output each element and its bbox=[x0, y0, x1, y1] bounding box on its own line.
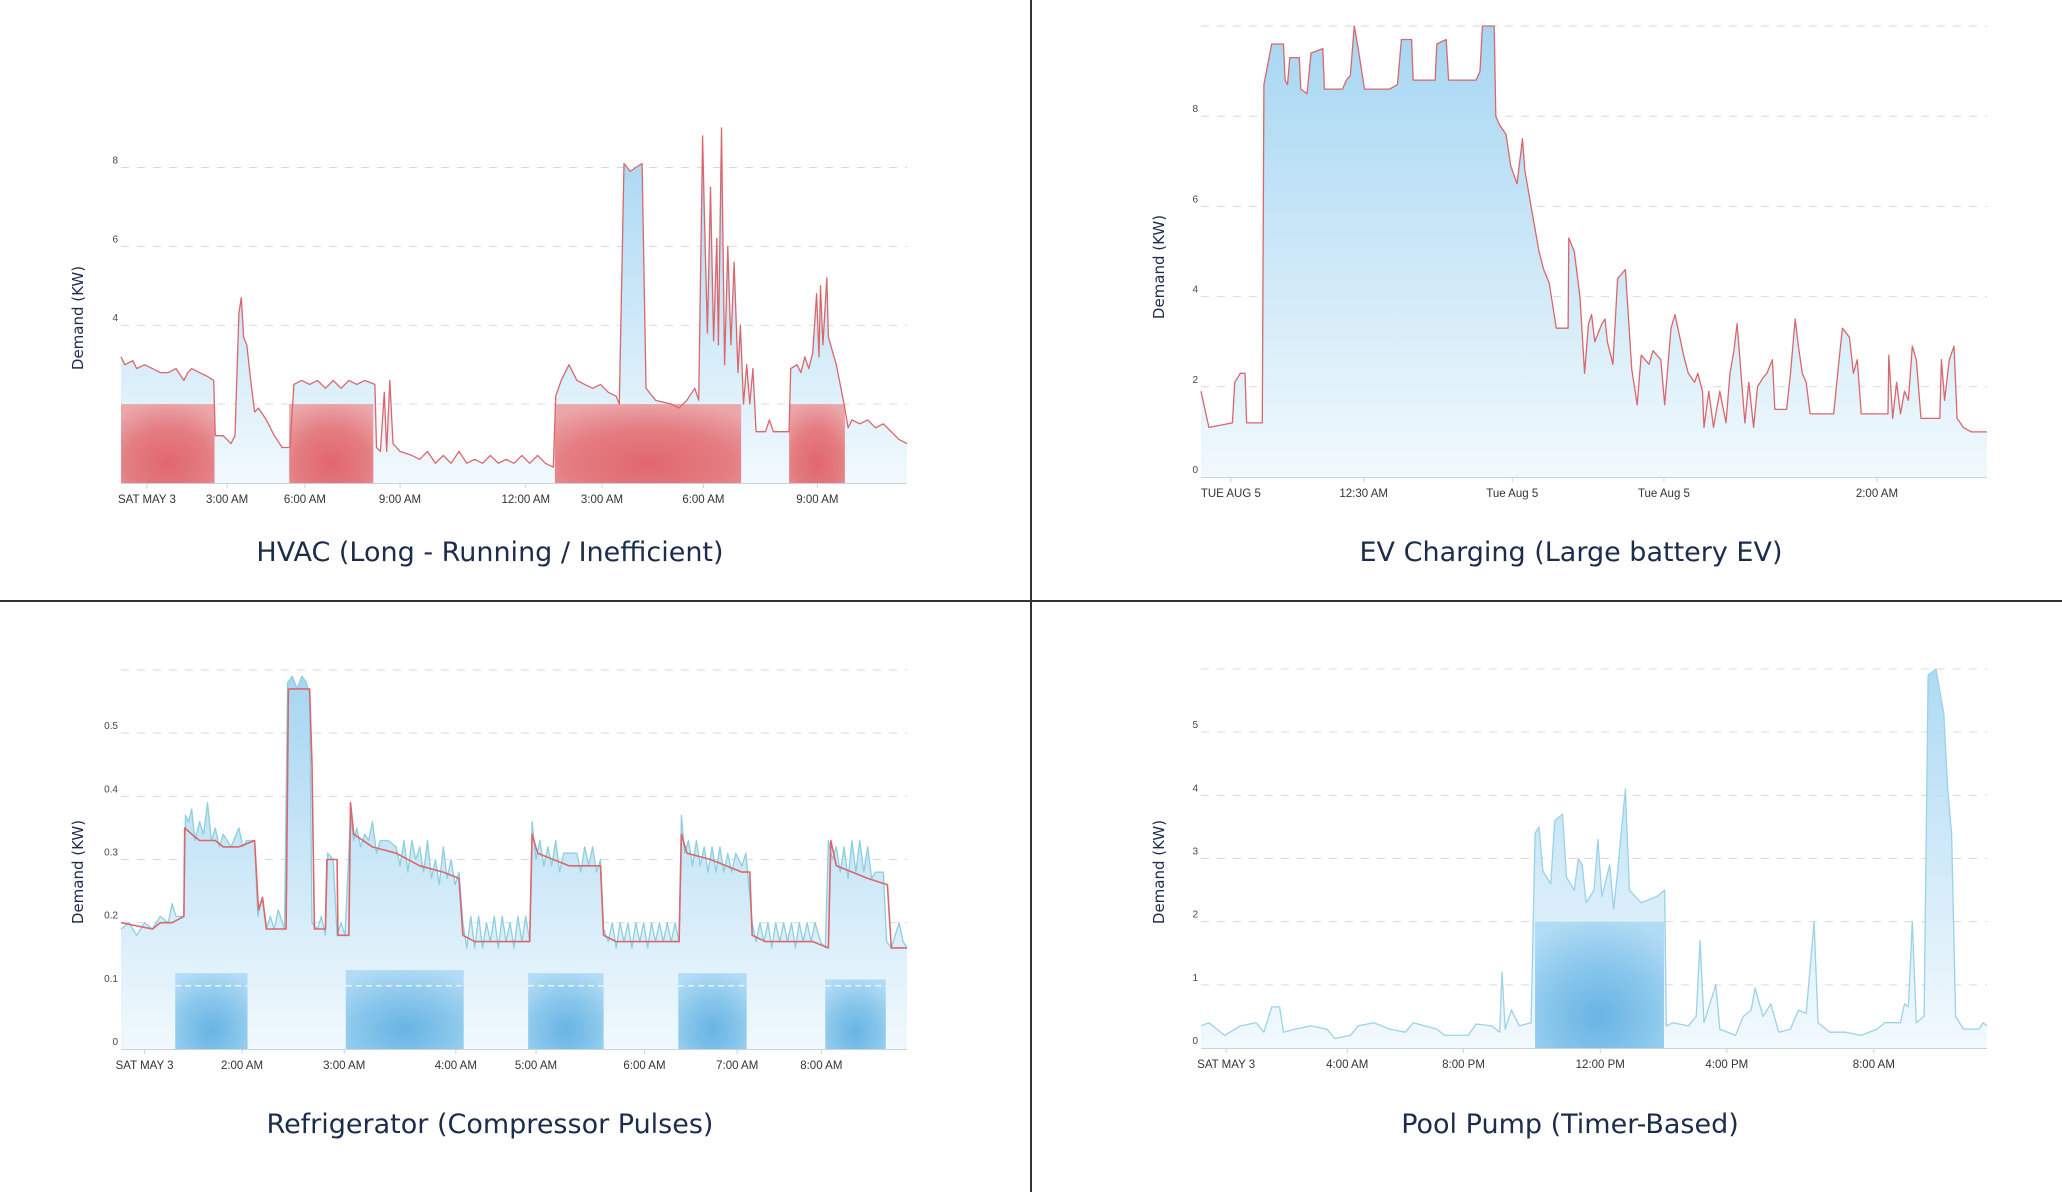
active-period-block bbox=[175, 973, 248, 1049]
x-tick-label: 2:00 AM bbox=[221, 1060, 263, 1072]
y-tick-label: 1 bbox=[1192, 973, 1198, 984]
series-area-demand bbox=[1201, 26, 1987, 477]
x-tick-label: 6:00 AM bbox=[682, 494, 724, 506]
x-tick-label: 3:00 AM bbox=[206, 494, 248, 506]
active-period-block bbox=[678, 973, 747, 1049]
series-line-demand bbox=[1200, 668, 1988, 1040]
chart-title: EV Charging (Large battery EV) bbox=[1360, 537, 1783, 568]
y-tick-label: 0.2 bbox=[104, 911, 118, 922]
y-axis-label: Demand (KW) bbox=[1150, 215, 1168, 319]
y-tick-label: 2 bbox=[1192, 910, 1198, 921]
series-line-smoothed bbox=[120, 688, 907, 949]
x-tick-label: SAT MAY 3 bbox=[118, 494, 176, 506]
series-area-raw bbox=[121, 676, 907, 1049]
x-tick-label: 12:30 AM bbox=[1339, 488, 1388, 500]
y-axis-label: Demand (KW) bbox=[69, 266, 87, 370]
x-tick-label: SAT MAY 3 bbox=[1197, 1059, 1255, 1071]
y-tick-label: 8 bbox=[112, 155, 118, 166]
refrigerator-chart: 0 0.1 0.2 0.3 0.4 0.5 SAT MAY 3 2:00 AM 3:00 AM 4… bbox=[0, 601, 1031, 1202]
x-tick-label: 12:00 AM bbox=[501, 494, 550, 506]
y-tick-label: 0 bbox=[1192, 1036, 1198, 1047]
active-period-block bbox=[121, 404, 215, 483]
series-line-demand bbox=[1200, 25, 1987, 433]
x-tick-label: 5:00 AM bbox=[515, 1060, 557, 1072]
y-tick-label: 0.5 bbox=[104, 721, 118, 732]
x-tick-label: Tue Aug 5 bbox=[1638, 488, 1690, 500]
x-tick-label: 9:00 AM bbox=[796, 494, 838, 506]
x-tick-label: 4:00 AM bbox=[435, 1060, 477, 1072]
x-tick-label: Tue Aug 5 bbox=[1486, 488, 1538, 500]
active-period-block bbox=[825, 979, 886, 1049]
y-tick-label: 2 bbox=[1192, 375, 1198, 386]
y-tick-label: 4 bbox=[1192, 783, 1198, 794]
y-tick-label: 0 bbox=[112, 1037, 118, 1048]
x-tick-label: 3:00 AM bbox=[323, 1060, 365, 1072]
active-period-block bbox=[528, 973, 604, 1049]
ev-chart-svg: 0 2 4 6 8 TUE AUG 5 12:30 AM Tue Aug 5 Tue Aug 5… bbox=[1150, 25, 1987, 568]
y-tick-label: 4 bbox=[112, 313, 118, 324]
series-line-raw bbox=[120, 675, 908, 949]
x-tick-label: 8:00 PM bbox=[1442, 1059, 1485, 1071]
x-tick-label: 3:00 AM bbox=[581, 494, 623, 506]
hvac-chart: 4 6 8 SAT MAY 3 3:00 AM 6:00 AM 9:00 AM 12:00 A… bbox=[0, 0, 1031, 601]
y-tick-label: 0.3 bbox=[104, 848, 118, 859]
chart-title: Pool Pump (Timer-Based) bbox=[1401, 1109, 1739, 1140]
x-tick-label: 4:00 AM bbox=[1326, 1059, 1368, 1071]
y-axis-label: Demand (KW) bbox=[69, 820, 87, 924]
fridge-chart-svg: 0 0.1 0.2 0.3 0.4 0.5 SAT MAY 3 2:00 AM 3:00 AM 4… bbox=[69, 669, 908, 1140]
x-tick-label: 2:00 AM bbox=[1856, 488, 1898, 500]
active-period-block bbox=[289, 404, 374, 483]
pool-pump-chart: 0 1 2 3 4 5 SAT MAY 3 4:00 AM 8:00 PM 12:00 PM 4:0… bbox=[1031, 601, 2062, 1202]
x-tick-label: 8:00 AM bbox=[800, 1060, 842, 1072]
y-tick-label: 6 bbox=[1192, 194, 1198, 205]
active-period-block bbox=[345, 970, 464, 1049]
x-tick-label: 4:00 PM bbox=[1705, 1059, 1748, 1071]
active-period-block bbox=[554, 404, 742, 483]
x-tick-label: 12:00 PM bbox=[1576, 1059, 1625, 1071]
y-tick-label: 8 bbox=[1192, 104, 1198, 115]
y-tick-label: 3 bbox=[1192, 847, 1198, 858]
active-period-block bbox=[789, 404, 845, 483]
x-tick-label: 8:00 AM bbox=[1853, 1059, 1895, 1071]
y-tick-label: 4 bbox=[1192, 285, 1198, 296]
y-axis-label: Demand (KW) bbox=[1150, 820, 1168, 924]
y-tick-label: 0.4 bbox=[104, 784, 118, 795]
active-period-block bbox=[1535, 921, 1664, 1048]
y-tick-label: 0 bbox=[1192, 465, 1198, 476]
chart-title: HVAC (Long - Running / Inefficient) bbox=[256, 537, 723, 568]
x-tick-label: SAT MAY 3 bbox=[116, 1060, 174, 1072]
x-tick-label: TUE AUG 5 bbox=[1201, 488, 1261, 500]
vertical-divider bbox=[1030, 0, 1032, 1192]
x-tick-label: 7:00 AM bbox=[716, 1060, 758, 1072]
series-line-demand bbox=[120, 127, 908, 468]
horizontal-divider bbox=[0, 600, 2062, 602]
ev-charging-chart: 0 2 4 6 8 TUE AUG 5 12:30 AM Tue Aug 5 Tue Aug 5… bbox=[1031, 0, 2062, 601]
x-tick-label: 6:00 AM bbox=[284, 494, 326, 506]
hvac-chart-svg: 4 6 8 SAT MAY 3 3:00 AM 6:00 AM 9:00 AM 12:00 A… bbox=[69, 127, 908, 568]
x-tick-label: 9:00 AM bbox=[379, 494, 421, 506]
chart-title: Refrigerator (Compressor Pulses) bbox=[267, 1109, 714, 1140]
pool-chart-svg: 0 1 2 3 4 5 SAT MAY 3 4:00 AM 8:00 PM 12:00 PM 4:0… bbox=[1150, 668, 1988, 1140]
y-tick-label: 5 bbox=[1192, 720, 1198, 731]
y-tick-label: 6 bbox=[112, 234, 118, 245]
x-tick-label: 6:00 AM bbox=[623, 1060, 665, 1072]
y-tick-label: 0.1 bbox=[104, 974, 118, 985]
